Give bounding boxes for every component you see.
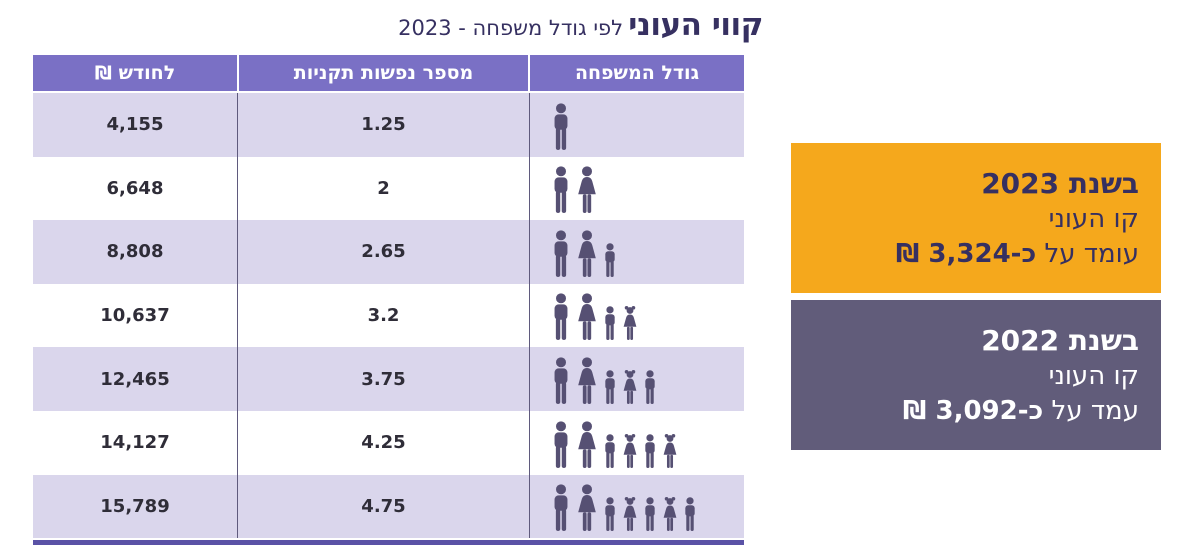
girl-icon [622,497,638,532]
standard-persons-cell: 2 [237,156,530,221]
standard-persons-cell: 3.2 [237,283,530,348]
boy-icon [602,370,618,404]
callout-2022-year: בשנת 2022 [981,323,1139,357]
family-icons-cell [530,347,744,411]
family-icons-cell [530,284,744,348]
boy-icon [682,497,698,532]
girl-icon [622,433,638,468]
boy-icon [602,433,618,468]
woman-icon [576,357,598,404]
callout-2023-amount: כ-3,324 ₪ [895,238,1037,269]
page-title-main: קווי העוני [628,7,763,43]
callout-2022-amount-line: עמד על כ-3,092 ₪ [805,394,1139,429]
family-icons-cell [530,157,744,221]
boy-icon [602,497,618,532]
woman-icon [576,166,598,214]
poverty-table: גודל המשפחה מספר נפשות תקניות לחודש ₪ 1.… [33,55,744,546]
column-header-standard-persons: מספר נפשות תקניות [237,55,530,91]
nis-per-month-cell: 12,465 [100,368,170,390]
table-row: 2 6,648 [33,156,744,221]
family-icons-cell [530,220,744,284]
girl-icon [662,433,678,468]
family-icons-cell [530,411,744,475]
man-icon [550,102,572,150]
callout-2022: בשנת 2022 קו העוני עמד על כ-3,092 ₪ [791,300,1161,450]
standard-persons-cell: 1.25 [237,93,530,157]
standard-persons-cell: 3.75 [237,347,530,411]
callout-2023: בשנת 2023 קו העוני עומד על כ-3,324 ₪ [791,143,1161,293]
boy-icon [642,433,658,468]
standard-persons-cell: 4.25 [237,410,530,475]
callout-2023-year: בשנת 2023 [981,166,1139,200]
girl-icon [622,369,638,404]
page-title: קווי העוני לפי גודל משפחה - 2023 [398,7,763,43]
callout-2023-amount-line: עומד על כ-3,324 ₪ [805,237,1139,272]
man-icon [550,166,572,214]
boy-icon [602,242,618,277]
woman-icon [576,293,598,341]
nis-per-month-cell: 4,155 [106,114,164,136]
nis-per-month-cell: 10,637 [100,305,170,327]
standard-persons-cell: 2.65 [237,220,530,284]
nis-per-month-cell: 8,808 [106,241,164,263]
callout-2022-amount: כ-3,092 ₪ [902,395,1044,426]
woman-icon [576,484,598,532]
callout-2022-amount-prefix: עמד על [1051,395,1139,426]
man-icon [550,293,572,341]
table-row: 3.75 12,465 [33,347,744,411]
nis-per-month-cell: 6,648 [106,177,164,199]
page-title-subtitle: לפי גודל משפחה - 2023 [398,16,624,40]
man-icon [550,420,572,468]
nis-per-month-cell: 14,127 [100,432,170,454]
family-icons-cell [530,475,744,539]
table-row: 2.65 8,808 [33,220,744,284]
column-header-nis-per-month: לחודש ₪ [94,62,176,84]
girl-icon [662,497,678,532]
boy-icon [642,497,658,532]
table-row: 4.25 14,127 [33,410,744,475]
callout-2023-line: קו העוני [1048,203,1139,234]
table-row: 1.25 4,155 [33,93,744,157]
man-icon [550,357,572,404]
family-icons-cell [530,93,744,157]
standard-persons-cell: 4.75 [237,474,530,539]
woman-icon [576,230,598,277]
girl-icon [622,306,638,341]
boy-icon [642,370,658,404]
column-header-family-size: גודל המשפחה [574,62,700,84]
nis-per-month-cell: 15,789 [100,495,170,517]
table-row: 4.75 15,789 [33,474,744,539]
table-header-row: גודל המשפחה מספר נפשות תקניות לחודש ₪ [33,55,744,93]
callout-2023-amount-prefix: עומד על [1044,238,1139,269]
table-body: 1.25 4,155 2 6,648 2.65 8,808 3.2 10,637… [33,93,744,539]
boy-icon [602,306,618,341]
man-icon [550,484,572,532]
woman-icon [576,420,598,468]
table-row: 3.2 10,637 [33,283,744,348]
table-bottom-border [33,540,744,546]
man-icon [550,230,572,277]
callout-2022-line: קו העוני [1048,360,1139,391]
